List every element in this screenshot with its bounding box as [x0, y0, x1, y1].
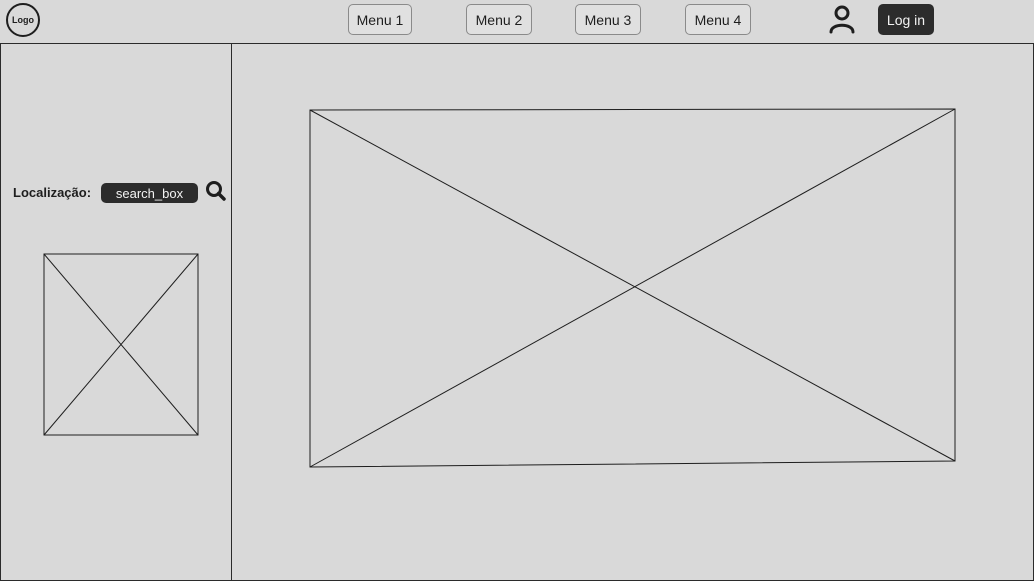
- menu-2-label: Menu 2: [475, 11, 523, 28]
- search-icon[interactable]: [205, 180, 227, 202]
- sidebar-image-placeholder: [43, 253, 199, 436]
- location-label: Localização:: [13, 185, 92, 200]
- menu-4-button[interactable]: Menu 4: [685, 4, 751, 35]
- menu-1-button[interactable]: Menu 1: [348, 4, 412, 35]
- main-image-placeholder: [309, 108, 956, 468]
- logo[interactable]: Logo: [6, 3, 40, 37]
- user-icon[interactable]: [828, 4, 856, 34]
- logo-text: Logo: [12, 15, 34, 25]
- login-label: Log in: [886, 11, 926, 28]
- menu-3-button[interactable]: Menu 3: [575, 4, 641, 35]
- menu-2-button[interactable]: Menu 2: [466, 4, 532, 35]
- menu-4-label: Menu 4: [694, 11, 742, 28]
- menu-1-label: Menu 1: [356, 11, 404, 28]
- login-button[interactable]: Log in: [878, 4, 934, 35]
- sidebar: Localização: search_box: [0, 44, 232, 581]
- menu-3-label: Menu 3: [584, 11, 632, 28]
- top-nav-bar: Logo Menu 1 Menu 2 Menu 3 Menu 4 Log in: [0, 0, 1034, 44]
- search-input[interactable]: search_box: [101, 183, 198, 203]
- search-box-text: search_box: [115, 185, 184, 201]
